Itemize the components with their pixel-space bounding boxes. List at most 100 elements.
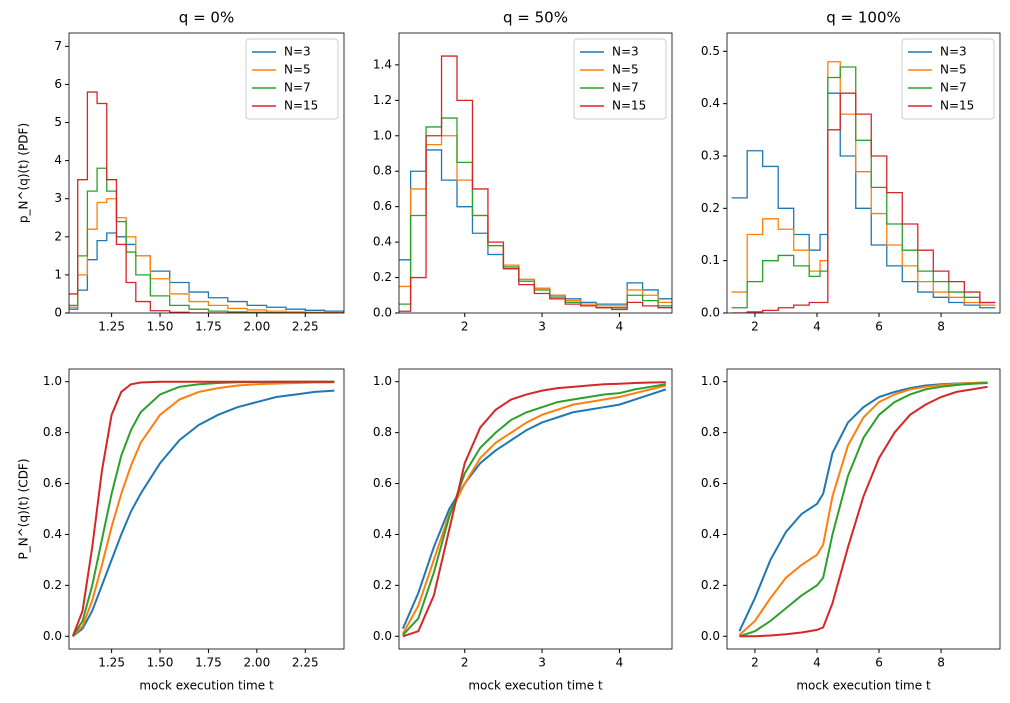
- legend-label: N=15: [940, 99, 974, 113]
- x-tick-label: 2.25: [292, 656, 319, 670]
- legend-label: N=7: [612, 81, 639, 95]
- x-tick-label: 2: [461, 320, 469, 334]
- legend-label: N=3: [940, 45, 967, 59]
- series-line: [731, 92, 996, 309]
- series-line: [401, 384, 667, 635]
- axes-frame: [726, 32, 1001, 314]
- series-line: [738, 381, 988, 632]
- x-tick-label: 1.75: [195, 320, 222, 334]
- series-line: [731, 92, 996, 313]
- y-tick-label: 0.6: [373, 199, 392, 213]
- series-line: [72, 380, 335, 637]
- y-tick-label: 0.0: [701, 629, 720, 643]
- legend-label: N=5: [284, 63, 311, 77]
- x-axis-label: mock execution time t: [139, 679, 274, 693]
- y-tick-label: 0: [54, 306, 62, 320]
- legend-label: N=3: [612, 45, 639, 59]
- y-tick-label: 1.0: [373, 128, 392, 142]
- x-tick-label: 4: [616, 656, 624, 670]
- y-tick-label: 0.4: [701, 96, 720, 110]
- subplot-title: q = 100%: [826, 9, 901, 27]
- x-axis-label: mock execution time t: [796, 679, 931, 693]
- y-tick-label: 0.4: [373, 527, 392, 541]
- y-tick-label: 0.5: [701, 44, 720, 58]
- y-tick-label: 0.6: [701, 476, 720, 490]
- series-line: [69, 91, 344, 313]
- series-line: [399, 135, 672, 307]
- y-tick-label: 5: [54, 115, 62, 129]
- y-tick-label: 0.6: [43, 476, 62, 490]
- y-tick-label: 1: [54, 267, 62, 281]
- series-line: [739, 382, 988, 638]
- x-tick-label: 2: [461, 656, 469, 670]
- y-tick-label: 7: [54, 39, 62, 53]
- y-tick-label: 0.8: [701, 425, 720, 439]
- axes-frame: [398, 368, 673, 650]
- y-tick-label: 0.0: [373, 629, 392, 643]
- y-tick-label: 4: [54, 153, 62, 167]
- x-tick-label: 8: [937, 656, 945, 670]
- subplot: 2 3 4 0.0 0.2 0.4 0.6 0.8 1.0 1.2 1.4 q = 50% N=3 N=5…: [373, 9, 673, 334]
- legend-label: N=5: [940, 63, 967, 77]
- series-line: [69, 167, 344, 313]
- legend-box: [245, 38, 339, 120]
- y-tick-label: 0.0: [43, 629, 62, 643]
- x-tick-label: 6: [875, 320, 883, 334]
- series-line: [72, 381, 335, 637]
- y-axis-label: P_N^(q)(t) (CDF): [17, 458, 31, 559]
- x-tick-label: 6: [875, 656, 883, 670]
- y-tick-label: 1.0: [701, 374, 720, 388]
- axes-frame: [726, 368, 1001, 650]
- y-tick-label: 0.2: [43, 578, 62, 592]
- y-tick-label: 0.0: [373, 306, 392, 320]
- series-line: [69, 198, 344, 313]
- y-tick-label: 0.2: [701, 201, 720, 215]
- x-tick-label: 4: [616, 320, 624, 334]
- x-tick-label: 4: [813, 656, 821, 670]
- subplot: 1.25 1.50 1.75 2.00 2.25 0.0 0.2 0.4 0.6 0.8 1.0 mo…: [17, 368, 345, 693]
- legend-label: N=15: [284, 99, 318, 113]
- series-line: [399, 55, 672, 312]
- y-tick-label: 0.2: [373, 270, 392, 284]
- x-tick-label: 1.25: [98, 656, 125, 670]
- series-line: [402, 381, 666, 638]
- legend-label: N=7: [940, 81, 967, 95]
- series-line: [69, 232, 344, 312]
- series-line: [401, 388, 667, 630]
- y-tick-label: 0.4: [701, 527, 720, 541]
- x-tick-label: 3: [538, 320, 546, 334]
- axes-frame: [398, 32, 673, 314]
- x-tick-label: 1.25: [98, 320, 125, 334]
- x-tick-label: 8: [937, 320, 945, 334]
- y-tick-label: 1.0: [373, 374, 392, 388]
- series-line: [731, 61, 996, 306]
- y-tick-label: 0.2: [373, 578, 392, 592]
- x-tick-label: 1.50: [147, 320, 174, 334]
- y-tick-label: 1.0: [43, 374, 62, 388]
- y-tick-label: 0.8: [373, 425, 392, 439]
- x-tick-label: 4: [813, 320, 821, 334]
- x-tick-label: 2: [751, 320, 759, 334]
- axes-frame: [68, 368, 345, 650]
- y-tick-label: 6: [54, 77, 62, 91]
- y-tick-label: 0.2: [701, 578, 720, 592]
- series-line: [402, 383, 666, 636]
- x-tick-label: 2: [751, 656, 759, 670]
- y-tick-label: 0.1: [701, 253, 720, 267]
- x-tick-label: 1.50: [147, 656, 174, 670]
- subplot: 2 4 6 8 0.0 0.1 0.2 0.3 0.4 0.5 q = 100% N=3 N=5 N=7 N…: [701, 9, 1001, 334]
- legend-label: N=7: [284, 81, 311, 95]
- y-tick-label: 0.8: [373, 164, 392, 178]
- series-line: [71, 380, 335, 637]
- subplot: 2 3 4 0.0 0.2 0.4 0.6 0.8 1.0 mock execution time…: [373, 368, 673, 693]
- subplot: 2 4 6 8 0.0 0.2 0.4 0.6 0.8 1.0 mock execution tim…: [701, 368, 1001, 693]
- x-tick-label: 1.75: [195, 656, 222, 670]
- x-tick-label: 2.00: [243, 320, 270, 334]
- series-line: [72, 389, 335, 638]
- subplot-title: q = 50%: [503, 9, 568, 27]
- legend-box: [573, 38, 667, 120]
- y-tick-label: 3: [54, 191, 62, 205]
- subplot: 1.25 1.50 1.75 2.00 2.25 0 1 2 3 4 5 6 7 q = 0% p_N^(q…: [17, 9, 345, 334]
- y-tick-label: 0.0: [701, 306, 720, 320]
- subplot-title: q = 0%: [179, 9, 234, 27]
